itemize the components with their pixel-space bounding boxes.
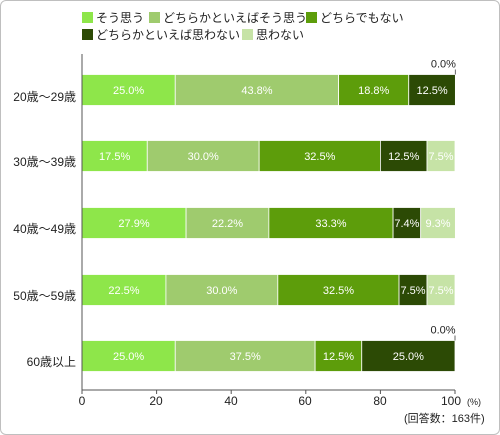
bar-segment-4-3 [361, 340, 456, 372]
data-label-4-3: 25.0% [393, 351, 424, 363]
data-label-3-3: 7.5% [401, 285, 426, 297]
data-label-0-4: 0.0% [431, 59, 456, 71]
x-tick-1: 20 [149, 394, 163, 408]
bar-segment-3-2 [277, 274, 400, 306]
bar-segment-1-0 [81, 140, 148, 172]
data-label-3-4: 7.5% [428, 285, 453, 297]
x-tick-0: 0 [78, 394, 86, 408]
bar-segment-3-3 [398, 274, 428, 306]
category-label-1: 30歳～39歳 [13, 155, 76, 169]
data-label-2-0: 27.9% [118, 218, 149, 230]
x-tick-2: 40 [224, 394, 238, 408]
bar-segment-1-1 [146, 140, 260, 172]
legend-label-4: 思わない [256, 28, 305, 42]
legend-swatch-4 [242, 29, 253, 40]
data-label-3-0: 22.5% [108, 285, 139, 297]
data-label-1-3: 12.5% [388, 151, 419, 163]
data-label-2-1: 22.2% [212, 218, 243, 230]
data-label-0-0: 25.0% [113, 85, 144, 97]
x-unit-label: (%) [467, 397, 481, 407]
legend-label-2: どちらでもない [320, 11, 404, 25]
data-label-4-2: 12.5% [323, 351, 354, 363]
x-tick-4: 80 [373, 394, 387, 408]
x-tick-3: 60 [298, 394, 312, 408]
legend-item-1: どちらかといえばそう思う [149, 9, 307, 26]
data-label-2-2: 33.3% [315, 218, 346, 230]
data-label-0-1: 43.8% [241, 85, 272, 97]
category-label-0: 20歳～29歳 [13, 90, 76, 104]
data-label-1-4: 7.5% [428, 151, 453, 163]
bar-segment-1-4 [426, 140, 456, 172]
bar-segment-3-4 [426, 274, 456, 306]
data-label-0-2: 18.8% [358, 85, 389, 97]
legend-swatch-2 [306, 12, 317, 23]
data-label-4-1: 37.5% [230, 351, 261, 363]
bar-segment-3-1 [165, 274, 279, 306]
legend-item-2: どちらでもない [306, 9, 404, 26]
legend-item-3: どちらかといえば思わない [82, 26, 240, 43]
data-label-3-2: 32.5% [323, 285, 354, 297]
legend-swatch-0 [82, 12, 93, 23]
legend-item-0: そう思う [82, 9, 144, 26]
data-label-2-4: 9.3% [425, 218, 450, 230]
bar-segment-2-0 [81, 207, 187, 239]
legend-item-4: 思わない [242, 26, 304, 43]
legend-label-3: どちらかといえば思わない [96, 28, 241, 42]
data-label-4-0: 25.0% [113, 351, 144, 363]
data-label-3-1: 30.0% [206, 285, 237, 297]
data-label-1-2: 32.5% [304, 151, 335, 163]
category-label-3: 50歳～59歳 [13, 289, 76, 303]
bar-segment-4-1 [174, 340, 316, 372]
data-label-0-3: 12.5% [416, 85, 447, 97]
category-label-4: 60歳以上 [26, 355, 76, 369]
legend-swatch-1 [149, 12, 160, 23]
category-label-2: 40歳～49歳 [13, 222, 76, 236]
bar-segment-0-3 [408, 74, 456, 106]
data-label-1-0: 17.5% [99, 151, 130, 163]
bar-segment-2-2 [268, 207, 394, 239]
legend-label-1: どちらかといえばそう思う [163, 11, 308, 25]
data-label-2-3: 7.4% [394, 218, 419, 230]
bar-segment-2-4 [420, 207, 456, 239]
response-count-note: (回答数：163件) [404, 413, 485, 425]
bar-segment-0-0 [81, 74, 176, 106]
data-label-1-1: 30.0% [188, 151, 219, 163]
data-label-4-4: 0.0% [430, 325, 455, 337]
bar-segment-1-2 [258, 140, 381, 172]
x-tick-5: 100 [440, 394, 462, 408]
bar-segment-2-1 [185, 207, 270, 239]
bar-segment-4-2 [314, 340, 363, 372]
legend-swatch-3 [82, 29, 93, 40]
legend-label-0: そう思う [96, 11, 145, 25]
